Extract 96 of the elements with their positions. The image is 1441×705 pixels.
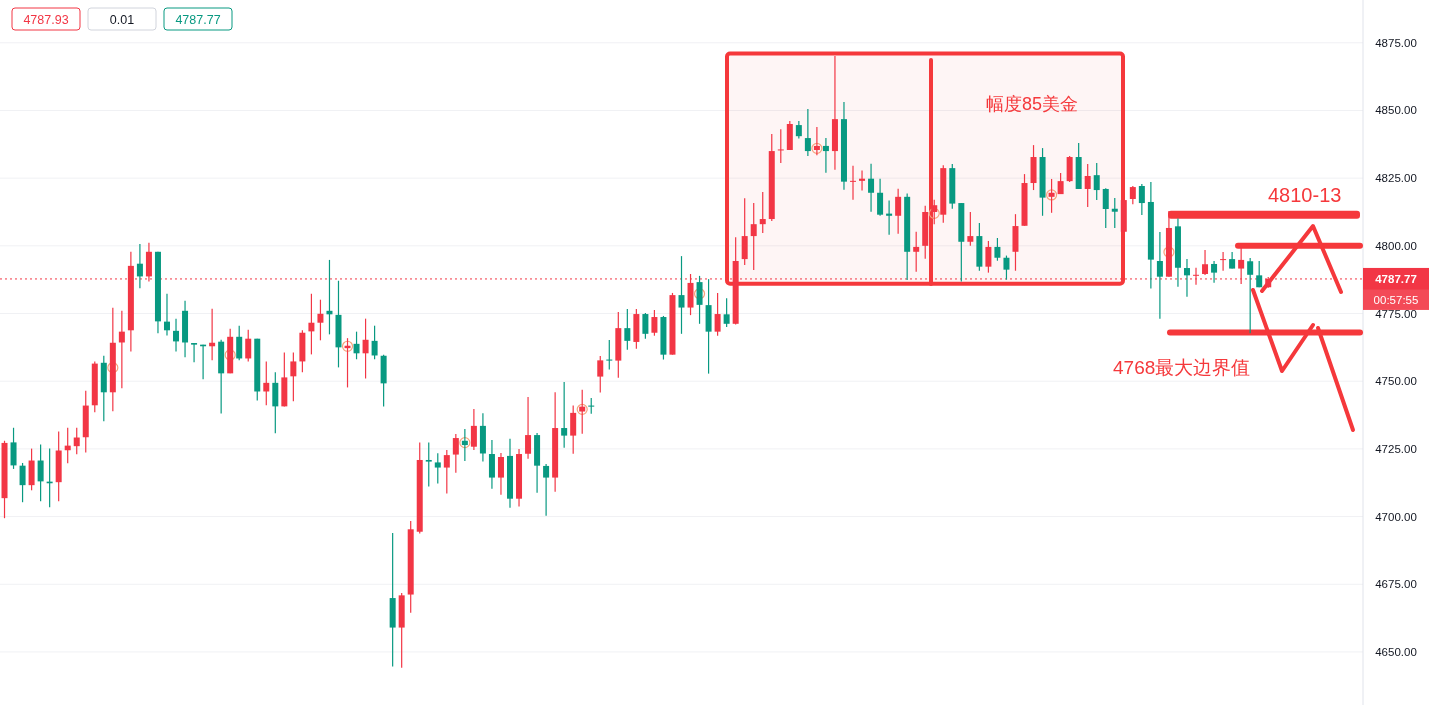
candlestick [895,188,902,235]
y-tick-label: 4775.00 [1375,307,1417,320]
y-tick-label: 4850.00 [1375,104,1417,117]
candlestick [570,404,577,455]
candlestick [497,452,504,496]
candlestick [714,292,721,337]
candlestick [579,389,586,435]
candlestick [931,199,938,225]
candlestick [362,318,369,380]
annotation: 0.01 [109,12,135,27]
candlestick [1211,260,1218,284]
candlestick [1084,163,1091,208]
candlestick [173,318,180,353]
y-tick-label: 4675.00 [1375,578,1417,591]
candlestick [678,255,685,335]
candlestick [813,126,820,156]
candlestick [1102,187,1109,229]
candlestick [136,243,143,289]
candlestick [1156,231,1163,320]
candlestick [470,408,477,451]
ref-line-label: 4768最大边界值 [1113,357,1251,379]
candlestick [245,329,252,363]
candlestick [1129,185,1136,205]
candlestick [371,325,378,360]
band-label: 4810-13 [1268,183,1342,206]
candlestick [877,178,884,217]
candlestick [525,396,532,460]
candlestick [272,371,279,434]
candlestick [651,309,658,337]
candlestick [353,331,360,360]
candlestick [1048,178,1055,214]
candlestick [1093,162,1100,201]
candlestick [19,462,26,503]
candlestick [317,299,324,341]
candlestick [759,191,766,234]
candlestick [452,433,459,474]
candlestick [1111,197,1118,229]
candlestick [967,211,974,247]
candlestick [191,342,198,363]
candlestick [37,443,44,502]
candlestick [308,293,315,355]
y-tick-label: 4800.00 [1375,239,1417,252]
quote-field: 4787.93 [11,7,81,31]
y-tick-label: 4875.00 [1375,36,1417,49]
candlestick [642,312,649,340]
candlestick [868,163,875,213]
candlestick [118,310,125,389]
annotation: 4787.77 [175,12,221,27]
candlestick [425,441,432,488]
candlestick [822,137,829,174]
y-tick-label: 4700.00 [1375,510,1417,523]
annotation: 4787.93 [23,12,69,27]
candlestick [1256,260,1263,288]
candlestick [434,452,441,485]
candlestick [597,355,604,394]
candlestick [624,308,631,351]
candlestick [236,325,243,361]
candlestick [696,275,703,325]
quote-field: 4787.77 [163,7,233,31]
candlestick [561,381,568,449]
y-tick-label: 4825.00 [1375,172,1417,185]
candlestick [606,339,613,371]
candlestick [886,200,893,236]
candlestick [163,293,170,337]
y-tick-label: 4725.00 [1375,442,1417,455]
candlestick [985,240,992,274]
quote-field: 0.01 [87,7,157,31]
candlestick [850,165,856,201]
candlestick [1183,258,1190,298]
candlestick [1247,257,1254,334]
candlestick [913,231,920,273]
candlestick [1138,183,1145,216]
candlestick [859,169,866,192]
candlestick [1003,254,1010,281]
candlestick [443,449,450,495]
candlestick [1193,267,1200,286]
y-tick-label: 4650.00 [1375,645,1417,658]
candlestick [73,427,80,455]
candlestick [488,439,495,490]
candlestick [10,427,17,470]
ref-line-label: 4787.77 [1375,272,1417,285]
band-label: 幅度85美金 [985,93,1079,114]
candlestick [777,128,784,164]
candlestick [1220,251,1227,272]
candlestick [461,428,468,462]
candlestick [804,108,811,157]
candlestick [543,463,550,517]
candlestick [741,197,748,266]
y-tick-label: 4750.00 [1375,375,1417,388]
text: 00:57:55 [1373,293,1419,306]
candlestick [723,297,730,328]
candlestick [263,360,270,406]
candlestick [290,351,297,402]
candlestick [994,237,1001,262]
candlestick [1202,249,1209,276]
candlestick [750,202,757,271]
